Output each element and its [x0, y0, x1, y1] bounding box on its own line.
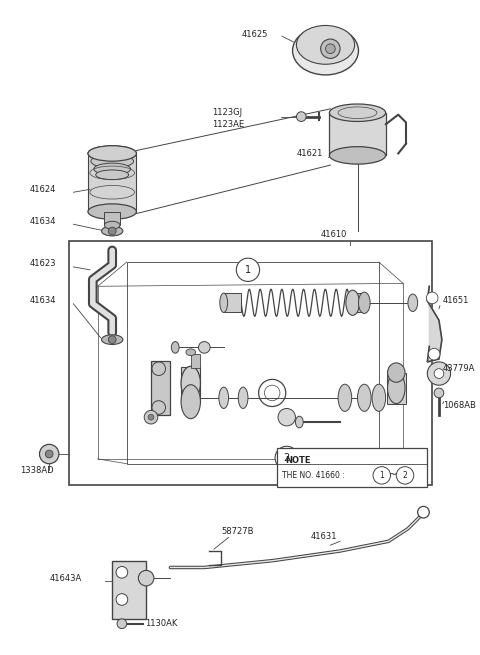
- Bar: [191, 354, 201, 367]
- Text: 41634: 41634: [30, 296, 56, 305]
- Text: 1: 1: [379, 471, 384, 480]
- Circle shape: [117, 619, 127, 629]
- Polygon shape: [427, 286, 442, 362]
- Circle shape: [278, 409, 296, 426]
- Ellipse shape: [94, 163, 131, 175]
- Circle shape: [108, 227, 116, 235]
- Text: 1068AB: 1068AB: [443, 401, 476, 410]
- Ellipse shape: [297, 26, 355, 64]
- Circle shape: [116, 567, 128, 578]
- Ellipse shape: [329, 147, 385, 164]
- Ellipse shape: [91, 155, 133, 168]
- Text: 58727B: 58727B: [222, 527, 254, 536]
- Circle shape: [428, 348, 440, 360]
- Text: ~: ~: [389, 470, 397, 480]
- Bar: [69, 241, 432, 485]
- Circle shape: [138, 571, 154, 586]
- Ellipse shape: [238, 387, 248, 409]
- Circle shape: [321, 39, 340, 58]
- Bar: [277, 448, 427, 487]
- Circle shape: [325, 44, 335, 54]
- Text: 1123AE: 1123AE: [212, 120, 244, 129]
- Ellipse shape: [88, 145, 136, 161]
- Circle shape: [427, 362, 451, 385]
- Ellipse shape: [102, 226, 123, 236]
- Ellipse shape: [171, 341, 179, 353]
- Circle shape: [275, 446, 299, 470]
- Ellipse shape: [88, 145, 136, 161]
- Circle shape: [116, 593, 128, 605]
- Text: 41643A: 41643A: [49, 574, 82, 583]
- Text: 1338AD: 1338AD: [20, 466, 54, 475]
- Ellipse shape: [346, 290, 360, 315]
- Ellipse shape: [219, 387, 228, 409]
- Ellipse shape: [292, 26, 359, 75]
- Ellipse shape: [181, 366, 201, 400]
- Circle shape: [426, 292, 438, 304]
- Circle shape: [418, 506, 429, 518]
- Ellipse shape: [102, 335, 123, 345]
- Ellipse shape: [186, 349, 195, 356]
- Ellipse shape: [387, 373, 405, 403]
- Bar: [181, 367, 201, 402]
- Text: 2: 2: [403, 471, 408, 480]
- Text: 43779A: 43779A: [443, 364, 475, 373]
- Text: THE NO. 41660 :: THE NO. 41660 :: [282, 471, 345, 480]
- Text: 1130AK: 1130AK: [145, 619, 178, 628]
- Circle shape: [236, 258, 260, 282]
- Circle shape: [396, 466, 414, 484]
- Ellipse shape: [387, 363, 405, 383]
- Ellipse shape: [358, 384, 371, 411]
- Ellipse shape: [105, 221, 120, 229]
- Ellipse shape: [338, 384, 352, 411]
- Ellipse shape: [88, 204, 136, 219]
- Text: 41651: 41651: [443, 296, 469, 305]
- Text: 1: 1: [245, 265, 251, 275]
- Text: 41625: 41625: [241, 29, 267, 39]
- Circle shape: [199, 341, 210, 353]
- Circle shape: [39, 444, 59, 464]
- Circle shape: [148, 414, 154, 420]
- Text: 2: 2: [284, 453, 290, 463]
- Bar: [112, 561, 146, 619]
- Bar: [353, 293, 366, 312]
- Ellipse shape: [372, 384, 385, 411]
- Circle shape: [373, 466, 391, 484]
- Bar: [127, 262, 379, 464]
- Circle shape: [45, 450, 53, 458]
- Circle shape: [434, 369, 444, 379]
- Circle shape: [297, 112, 306, 121]
- Text: 41610: 41610: [321, 231, 347, 239]
- Ellipse shape: [296, 416, 303, 428]
- Bar: [151, 361, 170, 415]
- Ellipse shape: [96, 170, 129, 179]
- Text: 41621: 41621: [297, 149, 323, 158]
- Text: 41623: 41623: [30, 259, 56, 269]
- Text: 1123GJ: 1123GJ: [212, 108, 242, 117]
- Text: NOTE: NOTE: [285, 456, 310, 465]
- Circle shape: [434, 388, 444, 398]
- Ellipse shape: [329, 104, 385, 121]
- Text: 41624: 41624: [30, 185, 56, 194]
- Bar: [105, 212, 120, 225]
- Bar: [386, 373, 406, 403]
- Bar: [329, 113, 385, 155]
- Ellipse shape: [181, 384, 201, 419]
- Circle shape: [144, 411, 158, 424]
- Text: 41634: 41634: [30, 217, 56, 226]
- Bar: [88, 153, 136, 212]
- Ellipse shape: [220, 293, 228, 312]
- Bar: [224, 293, 241, 312]
- Ellipse shape: [359, 292, 370, 314]
- Text: 41631: 41631: [311, 532, 337, 541]
- Circle shape: [108, 336, 116, 343]
- Ellipse shape: [408, 294, 418, 312]
